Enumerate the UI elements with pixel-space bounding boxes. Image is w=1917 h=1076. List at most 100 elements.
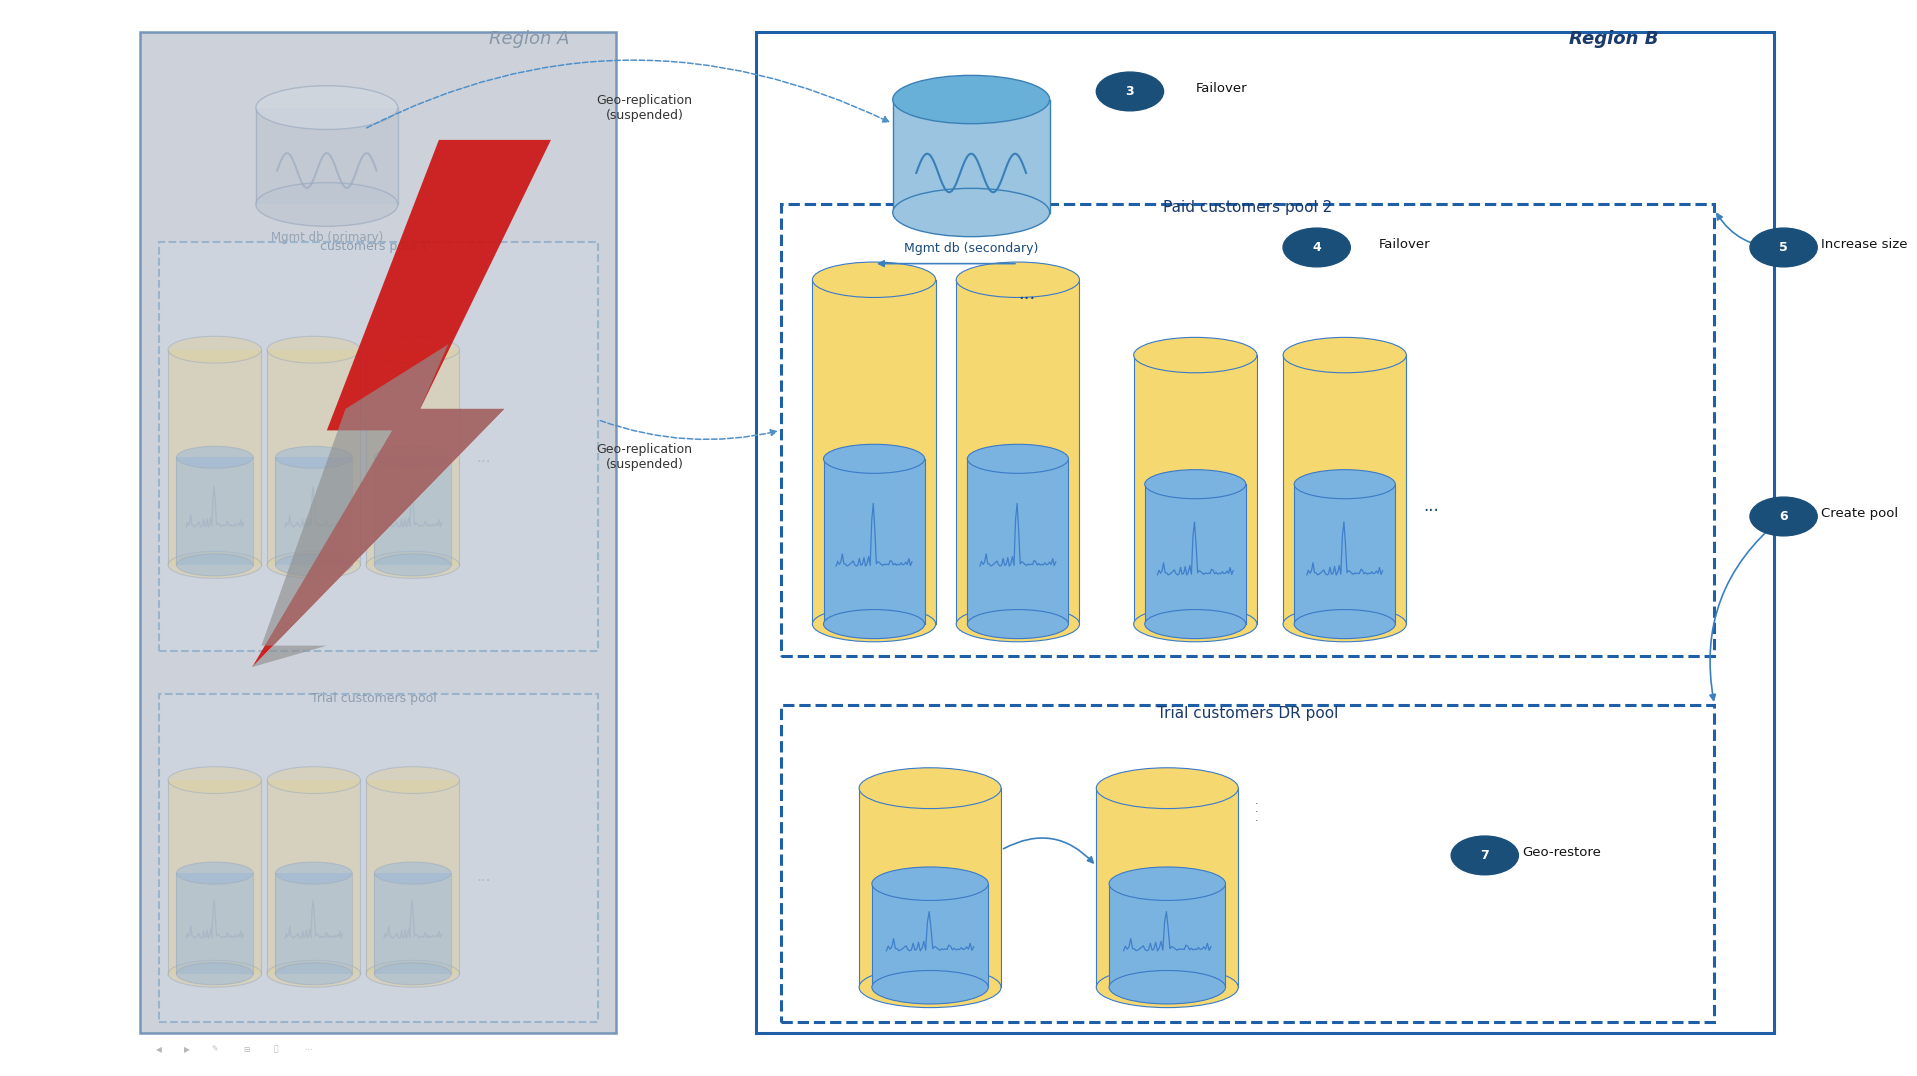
Text: ...: ... [475, 869, 491, 884]
Ellipse shape [266, 961, 360, 987]
Text: 6: 6 [1779, 510, 1789, 523]
Ellipse shape [893, 188, 1051, 237]
Bar [859, 788, 1001, 988]
Ellipse shape [276, 862, 353, 884]
Ellipse shape [276, 963, 353, 985]
Text: ⊟: ⊟ [243, 1045, 249, 1053]
Text: ...: ... [1018, 285, 1035, 303]
Text: Geo-restore: Geo-restore [1522, 846, 1601, 859]
Bar [276, 873, 353, 974]
Text: ✎: ✎ [211, 1045, 219, 1053]
Text: Region B: Region B [1568, 30, 1658, 48]
Ellipse shape [1110, 971, 1225, 1004]
Ellipse shape [176, 447, 253, 468]
Ellipse shape [872, 867, 989, 901]
Ellipse shape [813, 263, 935, 297]
Bar [872, 883, 989, 988]
Bar [176, 873, 253, 974]
Text: 3: 3 [1125, 85, 1135, 98]
Text: Geo-replication
(suspended): Geo-replication (suspended) [596, 94, 692, 122]
FancyBboxPatch shape [780, 204, 1714, 656]
Circle shape [1097, 72, 1164, 111]
Ellipse shape [169, 767, 261, 793]
Ellipse shape [859, 768, 1001, 808]
Text: ...: ... [475, 450, 491, 465]
Ellipse shape [169, 961, 261, 987]
Text: Paid customers pool 2: Paid customers pool 2 [1164, 200, 1332, 215]
Ellipse shape [366, 552, 460, 578]
Text: Geo-replication
(suspended): Geo-replication (suspended) [596, 443, 692, 471]
Ellipse shape [893, 75, 1051, 124]
Bar [968, 458, 1068, 624]
Text: 🔍: 🔍 [274, 1045, 278, 1053]
Bar [266, 350, 360, 565]
Ellipse shape [1133, 338, 1258, 372]
Text: Mgmt db (primary): Mgmt db (primary) [270, 231, 383, 244]
Text: ◀: ◀ [155, 1045, 161, 1053]
Ellipse shape [374, 963, 450, 985]
Text: Trial customers pool: Trial customers pool [311, 692, 437, 705]
Ellipse shape [176, 554, 253, 576]
Ellipse shape [374, 862, 450, 884]
Circle shape [1750, 497, 1817, 536]
Bar [957, 280, 1079, 624]
Polygon shape [253, 140, 550, 667]
Ellipse shape [255, 183, 399, 226]
Bar [824, 458, 924, 624]
Ellipse shape [1110, 867, 1225, 901]
Bar [169, 350, 261, 565]
Ellipse shape [255, 86, 399, 129]
Circle shape [1282, 228, 1350, 267]
Ellipse shape [169, 337, 261, 363]
FancyBboxPatch shape [140, 32, 617, 1033]
Ellipse shape [968, 444, 1068, 473]
Bar [1133, 355, 1258, 624]
Ellipse shape [1133, 607, 1258, 641]
Ellipse shape [1282, 338, 1407, 372]
Ellipse shape [859, 967, 1001, 1007]
Bar [374, 873, 450, 974]
Ellipse shape [276, 447, 353, 468]
Bar [893, 100, 1051, 213]
Ellipse shape [276, 554, 353, 576]
Ellipse shape [957, 607, 1079, 641]
Ellipse shape [169, 552, 261, 578]
Ellipse shape [813, 607, 935, 641]
Text: ·
·
·: · · · [1256, 799, 1259, 825]
Bar [813, 280, 935, 624]
Text: Region A: Region A [489, 30, 569, 48]
Text: 5: 5 [1779, 241, 1789, 254]
Ellipse shape [374, 554, 450, 576]
Text: customers pool 1: customers pool 1 [320, 240, 427, 253]
Bar [1294, 484, 1396, 624]
Ellipse shape [176, 862, 253, 884]
Ellipse shape [1144, 610, 1246, 638]
Bar [1282, 355, 1407, 624]
Ellipse shape [266, 767, 360, 793]
Ellipse shape [1282, 607, 1407, 641]
Ellipse shape [366, 337, 460, 363]
Ellipse shape [374, 447, 450, 468]
Text: ⋯: ⋯ [305, 1045, 312, 1053]
Text: Failover: Failover [1378, 238, 1430, 251]
Ellipse shape [366, 767, 460, 793]
FancyBboxPatch shape [780, 705, 1714, 1022]
Ellipse shape [176, 963, 253, 985]
Ellipse shape [1097, 967, 1238, 1007]
Ellipse shape [266, 552, 360, 578]
Ellipse shape [1144, 470, 1246, 498]
Ellipse shape [957, 263, 1079, 297]
Text: ...: ... [1422, 497, 1440, 514]
Bar [176, 457, 253, 565]
Bar [266, 780, 360, 974]
Bar [1144, 484, 1246, 624]
Ellipse shape [824, 610, 924, 638]
Polygon shape [253, 344, 504, 667]
Text: Increase size: Increase size [1821, 238, 1907, 251]
Ellipse shape [968, 610, 1068, 638]
Text: 4: 4 [1313, 241, 1321, 254]
Text: Mgmt db (secondary): Mgmt db (secondary) [905, 242, 1039, 255]
Bar [255, 108, 399, 204]
FancyBboxPatch shape [757, 32, 1775, 1033]
Bar [276, 457, 353, 565]
